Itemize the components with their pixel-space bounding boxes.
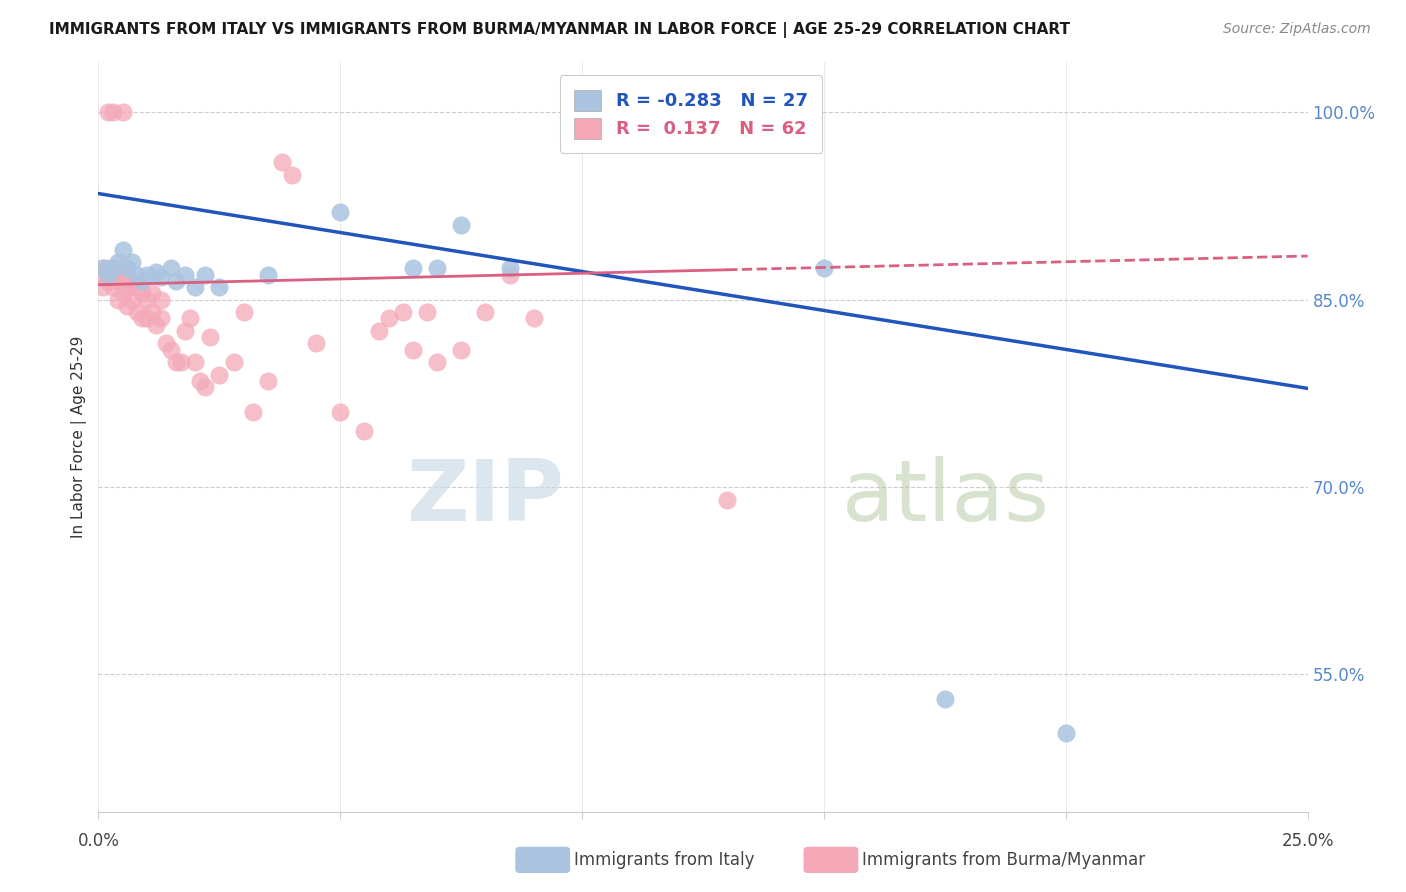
Point [450, 343, 472, 357]
Point [194, 268, 217, 282]
Point [174, 324, 197, 338]
Point [107, 255, 129, 269]
Point [305, 336, 328, 351]
Text: Immigrants from Italy: Immigrants from Italy [574, 851, 754, 869]
Point [127, 268, 149, 282]
Point [117, 299, 139, 313]
Point [145, 318, 167, 332]
Point [377, 311, 399, 326]
Point [141, 305, 163, 319]
Point [97, 105, 120, 120]
Point [121, 255, 143, 269]
Point [402, 343, 425, 357]
Point [117, 280, 139, 294]
Point [101, 105, 124, 120]
Point [242, 405, 264, 419]
Text: ZIP: ZIP [406, 456, 564, 539]
Text: 25.0%: 25.0% [1281, 831, 1334, 850]
Text: atlas: atlas [842, 456, 1050, 539]
Point [111, 268, 134, 282]
Point [145, 265, 167, 279]
Point [101, 280, 124, 294]
Point [426, 261, 449, 276]
Point [934, 692, 956, 706]
Point [131, 286, 153, 301]
Point [141, 286, 163, 301]
Point [91, 268, 114, 282]
Point [329, 405, 352, 419]
Point [127, 280, 149, 294]
Point [135, 293, 157, 307]
Point [160, 261, 183, 276]
Point [131, 311, 153, 326]
Point [101, 261, 124, 276]
Point [271, 155, 294, 169]
Point [169, 355, 191, 369]
Point [194, 380, 217, 394]
Point [155, 336, 177, 351]
Point [256, 268, 278, 282]
Point [353, 424, 375, 438]
Point [97, 261, 120, 276]
Point [523, 311, 546, 326]
Text: Source: ZipAtlas.com: Source: ZipAtlas.com [1223, 22, 1371, 37]
Text: Immigrants from Burma/Myanmar: Immigrants from Burma/Myanmar [862, 851, 1144, 869]
Y-axis label: In Labor Force | Age 25-29: In Labor Force | Age 25-29 [72, 336, 87, 538]
Point [165, 355, 187, 369]
Point [716, 492, 738, 507]
Point [222, 355, 245, 369]
Point [91, 280, 114, 294]
Point [121, 274, 143, 288]
Point [131, 274, 153, 288]
Point [474, 305, 496, 319]
Point [329, 205, 352, 219]
Point [111, 243, 134, 257]
Point [135, 268, 157, 282]
Point [111, 286, 134, 301]
Point [813, 261, 835, 276]
Legend: R = -0.283   N = 27, R =  0.137   N = 62: R = -0.283 N = 27, R = 0.137 N = 62 [560, 75, 823, 153]
Point [160, 343, 183, 357]
Point [121, 293, 143, 307]
Point [150, 311, 173, 326]
Point [208, 368, 231, 382]
Point [256, 374, 278, 388]
Point [117, 268, 139, 282]
Point [179, 311, 201, 326]
Point [450, 218, 472, 232]
Point [150, 293, 173, 307]
Point [402, 261, 425, 276]
Point [91, 261, 114, 276]
Point [135, 311, 157, 326]
Point [184, 355, 207, 369]
Point [174, 268, 197, 282]
Point [498, 261, 520, 276]
Point [101, 261, 124, 276]
Point [232, 305, 254, 319]
Point [127, 305, 149, 319]
Point [281, 168, 304, 182]
Point [117, 261, 139, 276]
Point [1054, 726, 1077, 740]
Point [97, 268, 120, 282]
Point [107, 261, 129, 276]
Point [426, 355, 449, 369]
Point [91, 261, 114, 276]
Point [208, 280, 231, 294]
Point [198, 330, 221, 344]
Point [416, 305, 439, 319]
Text: 0.0%: 0.0% [77, 831, 120, 850]
Point [184, 280, 207, 294]
Point [368, 324, 391, 338]
Text: IMMIGRANTS FROM ITALY VS IMMIGRANTS FROM BURMA/MYANMAR IN LABOR FORCE | AGE 25-2: IMMIGRANTS FROM ITALY VS IMMIGRANTS FROM… [49, 22, 1070, 38]
Point [188, 374, 211, 388]
Point [150, 270, 173, 285]
Point [498, 268, 520, 282]
Point [107, 293, 129, 307]
Point [111, 105, 134, 120]
Point [97, 274, 120, 288]
Point [107, 274, 129, 288]
Point [165, 274, 187, 288]
Point [392, 305, 415, 319]
